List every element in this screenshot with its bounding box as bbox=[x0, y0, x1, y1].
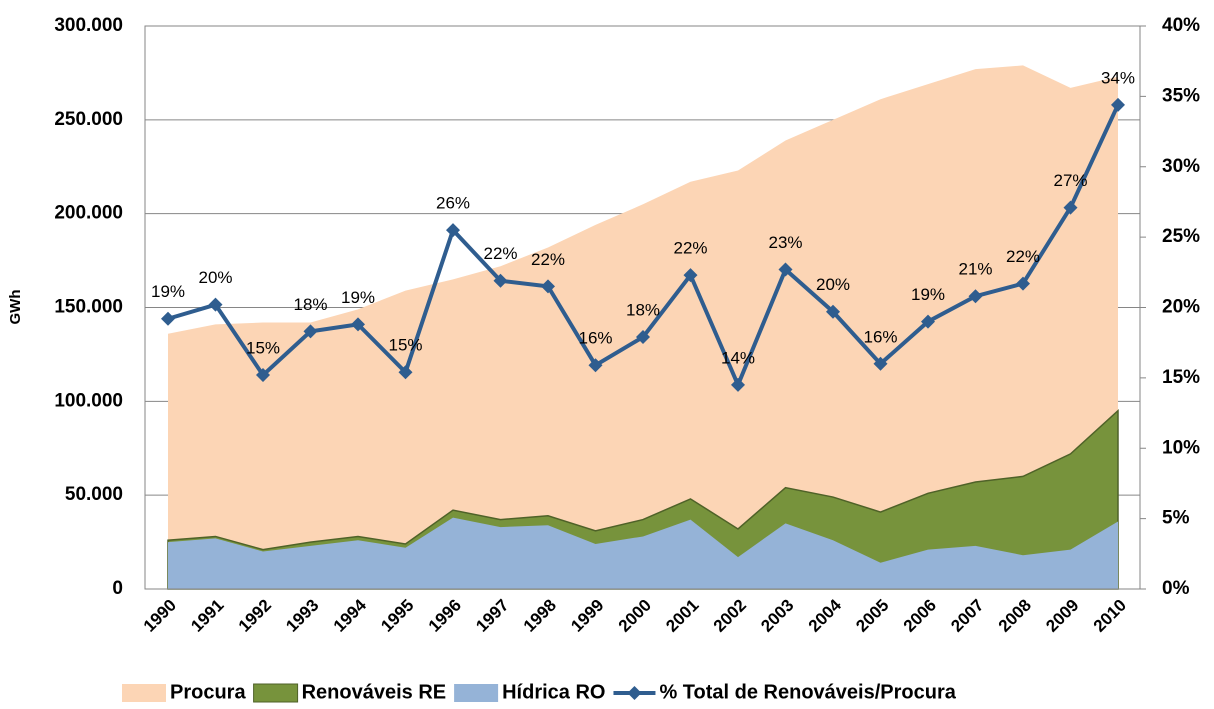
y-tick-label: 250.000 bbox=[54, 109, 123, 130]
x-tick-label: 2007 bbox=[947, 596, 987, 636]
data-label: 19% bbox=[911, 285, 945, 304]
area bbox=[168, 65, 1118, 589]
y2-tick-label: 15% bbox=[1162, 367, 1200, 388]
data-label: 22% bbox=[531, 250, 565, 269]
y2-tick-label: 0% bbox=[1162, 578, 1190, 599]
marker bbox=[256, 368, 270, 383]
data-label: 22% bbox=[1006, 247, 1040, 266]
legend-swatch bbox=[627, 686, 642, 700]
marker bbox=[731, 377, 745, 392]
legend-label: Procura bbox=[170, 681, 246, 703]
x-tick-label: 1994 bbox=[330, 595, 371, 636]
data-label: 19% bbox=[341, 288, 375, 307]
data-label: 22% bbox=[673, 239, 707, 258]
marker bbox=[778, 262, 793, 277]
legend-label: % Total de Renováveis/Procura bbox=[659, 681, 956, 703]
y2-tick-label: 40% bbox=[1162, 15, 1200, 36]
x-tick-label: 1998 bbox=[520, 596, 560, 636]
marker bbox=[161, 311, 175, 326]
y-tick-label: 200.000 bbox=[54, 203, 123, 224]
data-label: 14% bbox=[721, 348, 755, 367]
marker bbox=[683, 268, 698, 283]
marker bbox=[446, 223, 460, 238]
y2-tick-label: 10% bbox=[1162, 437, 1200, 458]
legend-label: Hídrica RO bbox=[502, 681, 605, 703]
x-tick-label: 2010 bbox=[1090, 596, 1130, 636]
x-tick-label: 1995 bbox=[377, 596, 417, 636]
y-tick-label: 50.000 bbox=[65, 484, 123, 505]
marker bbox=[208, 297, 223, 312]
data-label: 23% bbox=[768, 233, 802, 252]
x-tick-label: 2006 bbox=[900, 596, 940, 636]
marker bbox=[303, 324, 318, 339]
marker bbox=[826, 304, 840, 319]
data-label: 15% bbox=[246, 339, 280, 358]
marker bbox=[398, 365, 413, 380]
x-tick-label: 2002 bbox=[710, 596, 750, 636]
data-label: 15% bbox=[388, 336, 422, 355]
marker bbox=[1063, 200, 1078, 215]
data-label: 27% bbox=[1053, 171, 1087, 190]
x-tick-label: 1996 bbox=[425, 596, 465, 636]
x-tick-label: 1997 bbox=[472, 596, 512, 636]
x-tick-label: 2004 bbox=[805, 595, 846, 636]
data-label: 16% bbox=[578, 329, 612, 348]
data-label: 20% bbox=[198, 268, 232, 287]
x-tick-label: 1991 bbox=[187, 596, 227, 636]
x-tick-label: 1992 bbox=[235, 596, 275, 636]
x-tick-label: 2000 bbox=[615, 596, 655, 636]
marker bbox=[588, 358, 603, 373]
area bbox=[168, 517, 1118, 589]
y2-tick-label: 25% bbox=[1162, 226, 1200, 247]
data-label: 22% bbox=[483, 244, 517, 263]
marker bbox=[493, 273, 508, 288]
x-tick-label: 2009 bbox=[1042, 596, 1082, 636]
x-tick-label: 2005 bbox=[852, 596, 892, 636]
marker bbox=[541, 279, 555, 294]
marker bbox=[636, 330, 650, 345]
x-tick-label: 1993 bbox=[282, 596, 322, 636]
legend-swatch bbox=[122, 684, 166, 702]
x-tick-label: 2008 bbox=[995, 596, 1035, 636]
y2-tick-label: 20% bbox=[1162, 297, 1200, 318]
plot-border bbox=[144, 25, 1141, 590]
marker bbox=[1111, 97, 1125, 112]
x-tick-label: 1999 bbox=[567, 596, 607, 636]
y-tick-label: 300.000 bbox=[54, 15, 123, 36]
y2-tick-label: 35% bbox=[1162, 85, 1200, 106]
marker bbox=[873, 356, 888, 371]
x-tick-label: 1990 bbox=[140, 596, 180, 636]
legend-swatch bbox=[253, 683, 299, 703]
y-axis-label: GWh bbox=[7, 290, 24, 325]
data-label: 16% bbox=[863, 327, 897, 346]
marker bbox=[351, 317, 365, 332]
marker bbox=[1016, 276, 1030, 291]
data-label: 18% bbox=[293, 295, 327, 314]
marker bbox=[968, 289, 983, 304]
x-tick-label: 2003 bbox=[757, 596, 797, 636]
marker bbox=[921, 314, 935, 329]
legend-swatch bbox=[454, 684, 499, 702]
legend-label: Renováveis RE bbox=[302, 681, 447, 703]
y2-tick-label: 30% bbox=[1162, 156, 1200, 177]
data-label: 19% bbox=[151, 282, 185, 301]
data-label: 18% bbox=[626, 301, 660, 320]
x-tick-label: 2001 bbox=[662, 596, 702, 636]
y-tick-label: 150.000 bbox=[54, 297, 123, 318]
data-label: 34% bbox=[1101, 68, 1135, 87]
y-tick-label: 100.000 bbox=[54, 390, 123, 411]
data-label: 26% bbox=[436, 194, 470, 213]
y2-tick-label: 5% bbox=[1162, 508, 1190, 529]
area bbox=[167, 409, 1119, 590]
y-tick-label: 0 bbox=[112, 578, 123, 599]
data-label: 21% bbox=[958, 260, 992, 279]
data-label: 20% bbox=[816, 275, 850, 294]
